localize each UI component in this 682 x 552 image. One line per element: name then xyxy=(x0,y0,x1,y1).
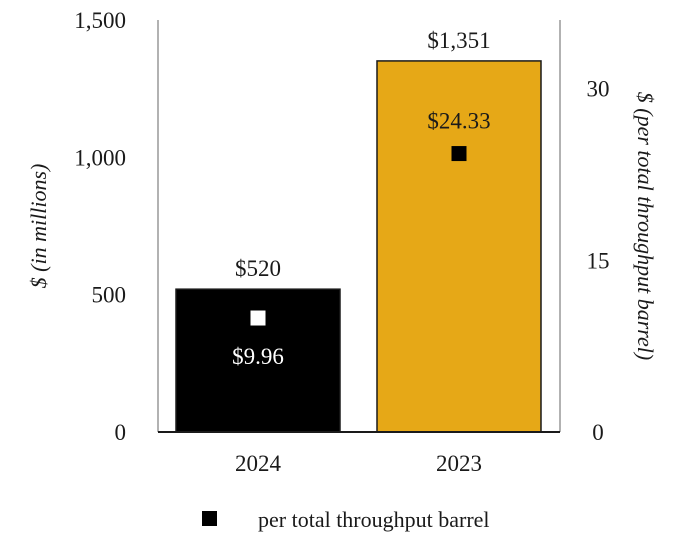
right-tick-label-2: 30 xyxy=(587,77,610,102)
right-tick-label-0: 0 xyxy=(592,420,604,445)
left-tick-label-2: 1,000 xyxy=(74,145,126,170)
legend-label: per total throughput barrel xyxy=(258,507,490,532)
left-tick-label-3: 1,500 xyxy=(74,8,126,33)
marker-value-label-2023: $24.33 xyxy=(427,109,490,134)
right-axis-title: $ (per total throughput barrel) xyxy=(633,92,658,360)
legend-marker-swatch xyxy=(202,511,217,526)
category-labels-layer: 2024 2023 xyxy=(235,451,482,476)
marker-2023 xyxy=(451,146,467,162)
right-tick-label-1: 15 xyxy=(587,248,610,273)
left-tick-label-1: 500 xyxy=(92,283,127,308)
marker-2024 xyxy=(250,310,266,326)
right-axis-ticks: 0 15 30 xyxy=(587,77,610,445)
bar-value-label-2023: $1,351 xyxy=(427,28,490,53)
marker-value-label-2024: $9.96 xyxy=(232,344,284,369)
markers-layer xyxy=(250,146,467,326)
left-axis-ticks: 0 500 1,000 1,500 xyxy=(74,8,126,445)
left-tick-label-0: 0 xyxy=(115,420,127,445)
category-label-2024: 2024 xyxy=(235,451,282,476)
legend: per total throughput barrel xyxy=(202,507,490,532)
bar-value-label-2024: $520 xyxy=(235,256,281,281)
data-labels-layer: $520 $9.96 $1,351 $24.33 xyxy=(232,28,491,369)
left-axis-title: $ (in millions) xyxy=(26,164,51,289)
bar-2023 xyxy=(376,60,542,433)
category-label-2023: 2023 xyxy=(436,451,482,476)
